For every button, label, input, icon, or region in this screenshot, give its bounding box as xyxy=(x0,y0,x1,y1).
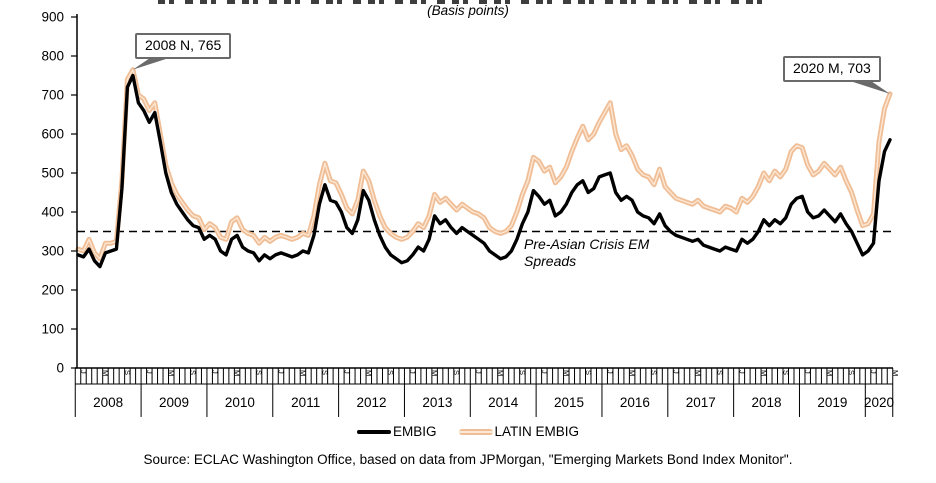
chart-subtitle: (Basis points) xyxy=(427,3,509,18)
month-tick-letter: S xyxy=(781,370,790,375)
year-label: 2008 xyxy=(93,395,123,410)
month-tick-letter: M xyxy=(562,370,571,376)
clipped-title-remnant xyxy=(158,0,770,4)
y-tick-label: 300 xyxy=(41,244,64,259)
annotation-2020-peak: 2020 M, 703 xyxy=(783,56,881,82)
month-tick-letter: M xyxy=(167,370,176,376)
embig-line-swatch xyxy=(356,429,391,434)
year-label: 2011 xyxy=(291,395,320,410)
month-tick-letter: J xyxy=(277,370,286,374)
month-tick-letter: J xyxy=(869,370,878,374)
month-tick-letter: M xyxy=(693,370,702,376)
annotation-leader xyxy=(132,58,169,70)
month-tick-letter: J xyxy=(540,370,549,374)
legend: EMBIG LATIN EMBIG xyxy=(0,424,936,439)
month-tick-letter: M xyxy=(430,370,439,376)
month-tick-letter: J xyxy=(672,370,681,374)
legend-label-latin-embig: LATIN EMBIG xyxy=(494,424,580,439)
year-label: 2012 xyxy=(357,395,387,410)
month-tick-letter: S xyxy=(123,370,132,375)
month-tick-letter: S xyxy=(584,370,593,375)
y-tick-label: 700 xyxy=(41,88,64,103)
year-label: 2016 xyxy=(620,395,650,410)
reference-line-label: Pre-Asian Crisis EM Spreads xyxy=(524,236,650,269)
latin-embig-inner-line xyxy=(77,69,891,260)
month-tick-letter: J xyxy=(737,370,746,374)
y-axis: 0 100 200 300 400 500 600 700 800 900 xyxy=(41,10,78,376)
month-tick-letter: M xyxy=(891,370,900,376)
year-labels: 2008 2009 2010 2011 2012 2013 2014 2015 2016 2017… xyxy=(93,395,894,410)
month-tick-letter: J xyxy=(145,370,154,374)
y-tick-label: 100 xyxy=(41,322,64,337)
year-label: 2020 xyxy=(864,395,894,410)
month-tick-letter: S xyxy=(320,370,329,375)
month-tick-letter: M xyxy=(496,370,505,376)
y-tick-label: 900 xyxy=(41,10,64,25)
month-tick-letter: J xyxy=(408,370,417,374)
embig-line xyxy=(76,73,892,269)
month-tick-letter: S xyxy=(255,370,264,375)
month-tick-letter: S xyxy=(386,370,395,375)
y-tick-label: 400 xyxy=(41,205,64,220)
month-tick-letter: M xyxy=(825,370,834,376)
year-label: 2017 xyxy=(686,395,716,410)
y-tick-label: 200 xyxy=(41,283,64,298)
month-tick-letter: J xyxy=(79,370,88,374)
annotation-leader xyxy=(850,81,890,94)
year-label: 2018 xyxy=(752,395,782,410)
x-axis xyxy=(74,367,894,417)
year-label: 2019 xyxy=(817,395,847,410)
year-label: 2014 xyxy=(488,395,519,410)
month-tick-letter: J xyxy=(606,370,615,374)
month-tick-letter: J xyxy=(803,370,812,374)
month-tick-letter: J xyxy=(342,370,351,374)
y-tick-label: 800 xyxy=(41,49,64,64)
month-tick-letter: S xyxy=(715,370,724,375)
y-tick-label: 600 xyxy=(41,127,64,142)
legend-item-latin-embig: LATIN EMBIG xyxy=(458,424,580,439)
legend-label-embig: EMBIG xyxy=(392,424,437,439)
month-tick-letter: M xyxy=(101,370,110,376)
month-tick-letter: S xyxy=(452,370,461,375)
month-tick-letter: S xyxy=(518,370,527,375)
month-tick-letter: S xyxy=(847,370,856,375)
source-note: Source: ECLAC Washington Office, based o… xyxy=(143,452,793,467)
month-tick-letter: M xyxy=(364,370,373,376)
month-tick-letter: J xyxy=(474,370,483,374)
month-tick-letter: M xyxy=(233,370,242,376)
month-tick-letter: M xyxy=(298,370,307,376)
month-tick-letter: M xyxy=(759,370,768,376)
annotation-2008-peak: 2008 N, 765 xyxy=(135,33,232,59)
month-tick-letter: S xyxy=(650,370,659,375)
month-tick-letter: M xyxy=(628,370,637,376)
month-tick-letter: J xyxy=(211,370,220,374)
year-label: 2013 xyxy=(422,395,452,410)
y-tick-label: 500 xyxy=(41,166,64,181)
year-label: 2009 xyxy=(159,395,189,410)
latin-embig-line-swatch xyxy=(458,428,493,435)
year-label: 2010 xyxy=(225,395,255,410)
legend-item-embig: EMBIG xyxy=(356,424,437,439)
month-tick-letter: S xyxy=(189,370,198,375)
year-label: 2015 xyxy=(554,395,584,410)
y-tick-label: 0 xyxy=(56,361,64,376)
